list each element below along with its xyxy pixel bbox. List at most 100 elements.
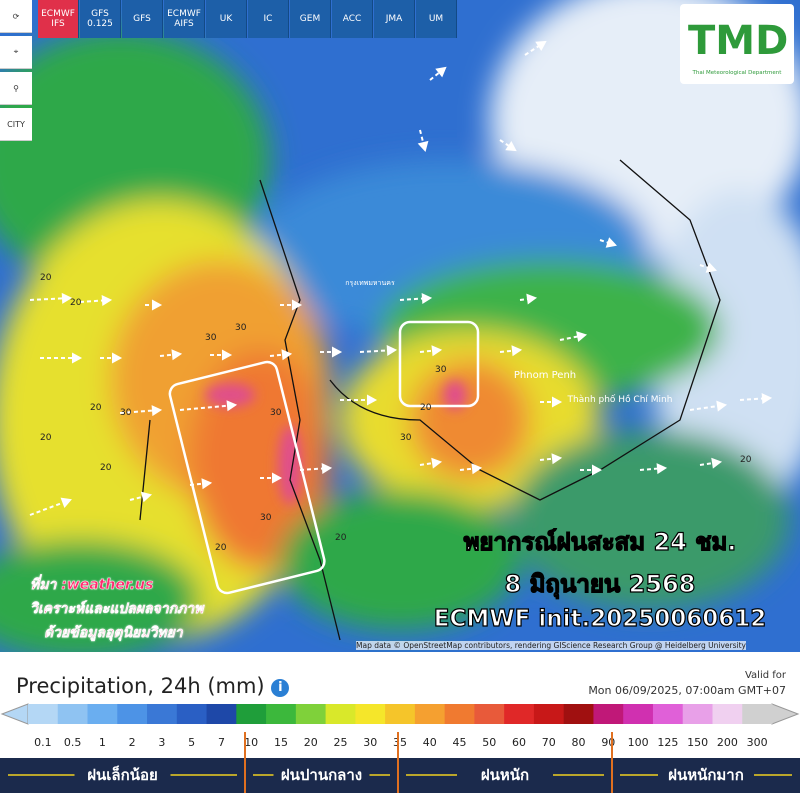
- wind-arrow: [524, 41, 546, 56]
- scale-label: 10: [244, 736, 258, 749]
- wind-arrow-head: [471, 463, 483, 475]
- scale-label: 40: [423, 736, 437, 749]
- contour-label: 20: [40, 433, 52, 443]
- wind-arrows: [29, 40, 773, 516]
- scale-swatch: [117, 704, 148, 724]
- scale-swatch: [593, 704, 624, 724]
- scale-label: 15: [274, 736, 288, 749]
- place-label: Thành phố Hồ Chí Minh: [567, 394, 673, 405]
- model-button[interactable]: GFS 0.125: [80, 0, 121, 38]
- scale-swatch: [474, 704, 505, 724]
- scale-end: [0, 703, 29, 725]
- scale-swatch: [57, 704, 89, 724]
- wind-arrow-head: [281, 349, 293, 361]
- model-button[interactable]: ACC: [332, 0, 373, 38]
- wind-arrow-head: [201, 478, 213, 490]
- model-button[interactable]: UM: [416, 0, 457, 38]
- scale-label: 70: [542, 736, 556, 749]
- contour-label: 30: [435, 365, 447, 375]
- zoom-button[interactable]: ⚲: [0, 72, 32, 105]
- scale-label: 35: [393, 736, 407, 749]
- scale-swatch: [504, 704, 535, 724]
- contour-label: 20: [40, 273, 52, 283]
- model-button[interactable]: UK: [206, 0, 247, 38]
- scale-swatch: [414, 704, 446, 724]
- scale-label: 5: [188, 736, 195, 749]
- wind-arrow-head: [576, 331, 588, 342]
- wind-arrow-head: [417, 140, 429, 153]
- wind-arrow-head: [431, 345, 443, 357]
- scale-label: 20: [304, 736, 318, 749]
- place-label: กรุงเทพมหานคร: [345, 279, 395, 287]
- wind-arrow-head: [101, 295, 113, 307]
- model-button[interactable]: IC: [248, 0, 289, 38]
- scale-swatch: [712, 704, 743, 724]
- model-button[interactable]: JMA: [374, 0, 415, 38]
- info-icon[interactable]: i: [271, 679, 290, 697]
- place-label: Phnom Penh: [514, 370, 576, 381]
- scale-label: 25: [333, 736, 347, 749]
- contour-label: 20: [70, 298, 82, 308]
- wind-arrow-head: [366, 394, 378, 406]
- category-label-bg: [74, 764, 171, 786]
- wind-arrow-head: [71, 352, 83, 364]
- category-label: ฝนหนักมาก: [668, 766, 744, 784]
- contour-label: 20: [740, 455, 752, 465]
- scale-swatch: [28, 704, 59, 724]
- model-button[interactable]: ECMWF IFS: [38, 0, 79, 38]
- logo-subtitle: Thai Meteorological Department: [692, 70, 782, 76]
- highlight-box: [398, 320, 480, 408]
- wind-arrow-head: [226, 400, 238, 412]
- city-button[interactable]: CITY: [0, 108, 32, 141]
- wind-arrow-head: [61, 292, 73, 304]
- scale-label: 90: [601, 736, 615, 749]
- category-label: ฝนปานกลาง: [281, 766, 362, 784]
- wind-arrow-head: [505, 140, 517, 152]
- wind-arrow-head: [111, 352, 123, 364]
- scale-label: 60: [512, 736, 526, 749]
- wind-arrow-head: [140, 491, 153, 503]
- map: กรุงเทพมหานคร Phnom Penh Thành phố Hồ Chí …: [0, 0, 800, 652]
- wind-arrow-head: [331, 346, 343, 358]
- scale-swatch: [236, 704, 267, 724]
- scale-label: 125: [657, 736, 678, 749]
- contour-label: 30: [260, 513, 272, 523]
- wind-arrow-head: [551, 453, 563, 465]
- wind-arrow-head: [386, 344, 398, 356]
- wind-arrow: [299, 467, 331, 471]
- scale-label: 0.1: [34, 736, 52, 749]
- wind-arrow-head: [151, 405, 163, 417]
- model-button[interactable]: GFS: [122, 0, 163, 38]
- refresh-button[interactable]: ⟳: [0, 0, 32, 33]
- wind-arrow-head: [605, 237, 617, 248]
- scale-swatch: [385, 704, 416, 724]
- location-button[interactable]: ⌖: [0, 36, 32, 69]
- scale-label: 300: [747, 736, 768, 749]
- scale-end: [771, 703, 800, 725]
- wind-arrow: [399, 297, 431, 301]
- model-button[interactable]: GEM: [290, 0, 331, 38]
- contour-label: 20: [90, 403, 102, 413]
- wind-arrow-head: [711, 457, 723, 469]
- scale-swatch: [87, 704, 118, 724]
- scale-swatch: [623, 704, 654, 724]
- scale-label: 80: [572, 736, 586, 749]
- scale-swatch: [206, 704, 237, 724]
- scale-swatch: [533, 704, 565, 724]
- wind-arrow-head: [435, 66, 447, 78]
- attribution: Map data © OpenStreetMap contributors, r…: [356, 641, 746, 650]
- scale-swatch: [176, 704, 208, 724]
- source-line: ด้วยข้อมูลอุตุนิยมวิทยา: [44, 625, 183, 641]
- model-button[interactable]: ECMWF AIFS: [164, 0, 205, 38]
- contour-label: 20: [215, 543, 227, 553]
- wind-arrow-head: [271, 472, 283, 484]
- coastline: [139, 159, 721, 641]
- logo: TMD Thai Meteorological Department: [680, 4, 794, 84]
- scale-swatch: [682, 704, 713, 724]
- scale-swatch: [147, 704, 178, 724]
- scale-label: 1: [99, 736, 106, 749]
- category-label-bg: [273, 764, 370, 786]
- contour-label: 20: [100, 463, 112, 473]
- wind-arrow-head: [431, 457, 443, 469]
